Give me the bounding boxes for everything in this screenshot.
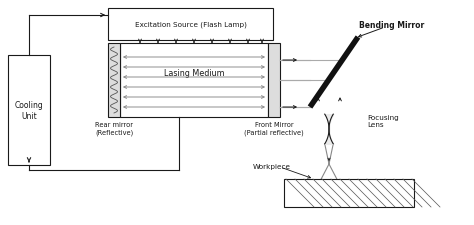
Text: Workpiece: Workpiece — [253, 163, 291, 169]
Bar — [108, 9, 273, 41]
Bar — [284, 179, 414, 207]
Text: Lasing Medium: Lasing Medium — [164, 68, 224, 77]
Bar — [108, 44, 120, 117]
Text: Cooling
Unit: Cooling Unit — [15, 101, 44, 120]
Text: Rear mirror
(Reflective): Rear mirror (Reflective) — [95, 122, 133, 135]
Text: Bending Mirror: Bending Mirror — [359, 21, 425, 30]
Text: Focusing
Lens: Focusing Lens — [367, 115, 399, 128]
Bar — [120, 44, 268, 117]
Text: Front Mirror
(Partial reflective): Front Mirror (Partial reflective) — [244, 122, 304, 135]
Text: Excitation Source (Flash Lamp): Excitation Source (Flash Lamp) — [135, 22, 246, 28]
Bar — [8, 56, 50, 165]
Bar — [268, 44, 280, 117]
